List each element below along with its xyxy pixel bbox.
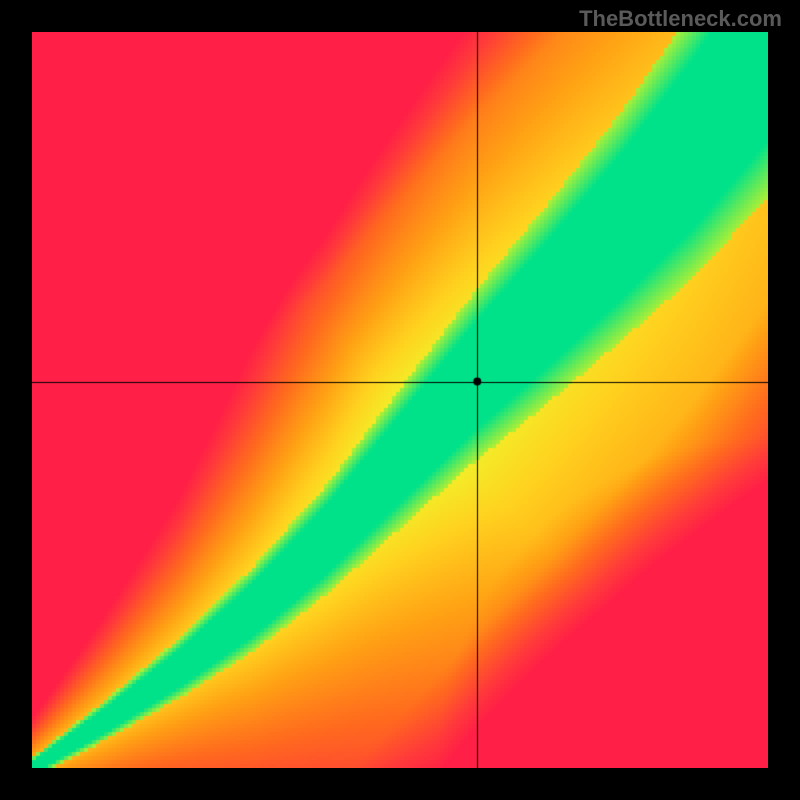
- watermark-text: TheBottleneck.com: [579, 6, 782, 32]
- chart-container: TheBottleneck.com: [0, 0, 800, 800]
- bottleneck-heatmap: [32, 32, 768, 768]
